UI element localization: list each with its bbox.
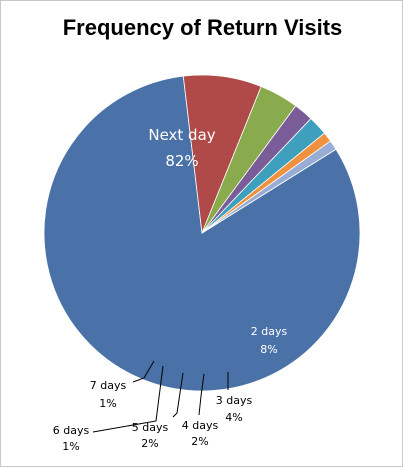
- slice-value-label-6-days: 1%: [62, 440, 79, 453]
- slice-label-4-days: 4 days: [182, 419, 219, 432]
- leader-line-6-days: [92, 365, 164, 433]
- slice-value-label-7-days: 1%: [99, 397, 116, 410]
- leader-line-4-days: [198, 373, 205, 416]
- slice-label-5-days: 5 days: [132, 421, 169, 434]
- slice-label-3-days: 3 days: [216, 394, 253, 407]
- slice-label-6-days: 6 days: [53, 424, 90, 437]
- slice-value-label-next-day: 82%: [165, 152, 198, 170]
- slices-layer: [43, 74, 361, 392]
- pie-slice-7-days: [201, 140, 337, 234]
- pie-slice-next-day: [43, 75, 361, 392]
- leader-line-5-days: [172, 372, 184, 418]
- labels-layer: Next day 82% 2 days 8% 3 days 4% 4 days 2% 5 day…: [53, 126, 288, 453]
- slice-value-label-4-days: 2%: [191, 435, 208, 448]
- chart-title: Frequency of Return Visits: [62, 15, 343, 40]
- slice-label-next-day: Next day: [148, 126, 215, 144]
- slice-label-7-days: 7 days: [90, 379, 127, 392]
- leader-lines-layer: [92, 360, 229, 433]
- slice-value-label-5-days: 2%: [141, 437, 158, 450]
- slice-label-2-days: 2 days: [251, 325, 288, 338]
- slice-value-label-2-days: 8%: [260, 343, 277, 356]
- leader-line-7-days: [132, 360, 155, 383]
- slice-value-label-3-days: 4%: [225, 411, 242, 424]
